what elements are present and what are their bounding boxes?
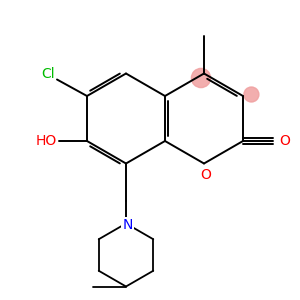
Circle shape (244, 87, 259, 102)
Text: HO: HO (35, 134, 56, 148)
Text: Cl: Cl (41, 67, 55, 80)
Text: N: N (122, 218, 133, 232)
Circle shape (191, 68, 211, 88)
Text: O: O (279, 134, 290, 148)
Text: O: O (200, 168, 211, 182)
